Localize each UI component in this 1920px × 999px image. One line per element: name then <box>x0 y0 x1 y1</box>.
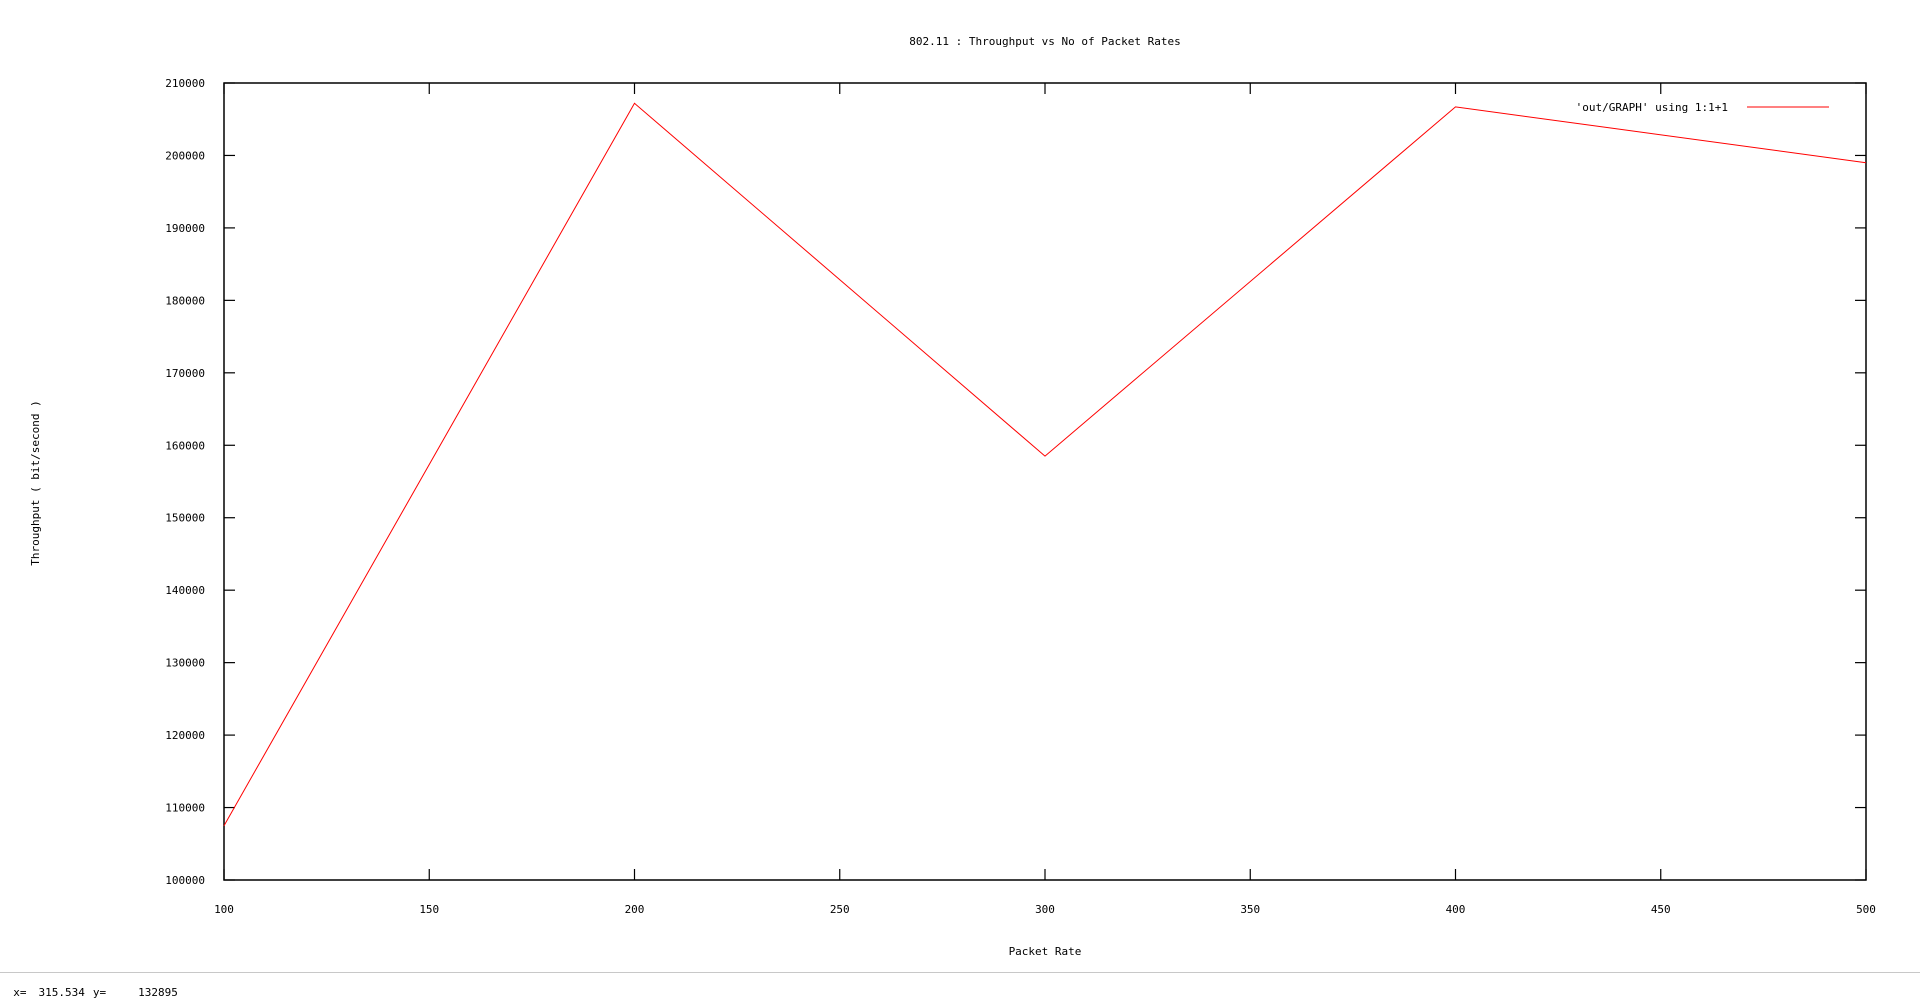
legend: 'out/GRAPH' using 1:1+1 <box>1576 101 1829 114</box>
y-tick-label-6: 160000 <box>165 439 205 452</box>
chart-title: 802.11 : Throughput vs No of Packet Rate… <box>909 35 1181 48</box>
x-tick-label-6: 400 <box>1446 903 1466 916</box>
y-tick-label-5: 150000 <box>165 512 205 525</box>
status-y-label: y= <box>92 986 107 999</box>
x-axis-label: Packet Rate <box>1009 945 1082 958</box>
legend-entry-label: 'out/GRAPH' using 1:1+1 <box>1576 101 1728 114</box>
y-tick-label-0: 100000 <box>165 874 205 887</box>
x-tick-label-7: 450 <box>1651 903 1671 916</box>
series-line-0 <box>223 102 1867 826</box>
y-tick-label-4: 140000 <box>165 584 205 597</box>
y-axis-label: Throughput ( bit/second ) <box>29 400 42 566</box>
y-tick-label-11: 210000 <box>165 77 205 90</box>
y-tick-label-8: 180000 <box>165 294 205 307</box>
x-tick-label-5: 350 <box>1240 903 1260 916</box>
x-tick-label-8: 500 <box>1856 903 1876 916</box>
y-tick-label-2: 120000 <box>165 729 205 742</box>
status-y-value: 132895 <box>138 986 178 999</box>
y-tick-label-7: 170000 <box>165 367 205 380</box>
series-layer <box>223 102 1867 826</box>
plot-frame <box>223 82 1867 881</box>
y-tick-label-1: 110000 <box>165 802 205 815</box>
axis-tick-labels: 100 150 200 250 300 350 400 450 500 100000 110000 1… <box>165 77 1876 916</box>
x-tick-label-3: 250 <box>830 903 850 916</box>
x-tick-label-1: 150 <box>419 903 439 916</box>
mouse-coordinate-readout: x= 315.534 y= 132895 <box>0 972 1920 999</box>
axis-ticks <box>223 82 1867 881</box>
y-tick-label-10: 200000 <box>165 149 205 162</box>
x-tick-label-2: 200 <box>625 903 645 916</box>
status-x-value: 315.534 <box>38 986 85 999</box>
y-tick-label-3: 130000 <box>165 657 205 670</box>
status-x-label: x= <box>13 986 27 999</box>
x-tick-label-0: 100 <box>214 903 234 916</box>
x-tick-label-4: 300 <box>1035 903 1055 916</box>
y-tick-label-9: 190000 <box>165 222 205 235</box>
